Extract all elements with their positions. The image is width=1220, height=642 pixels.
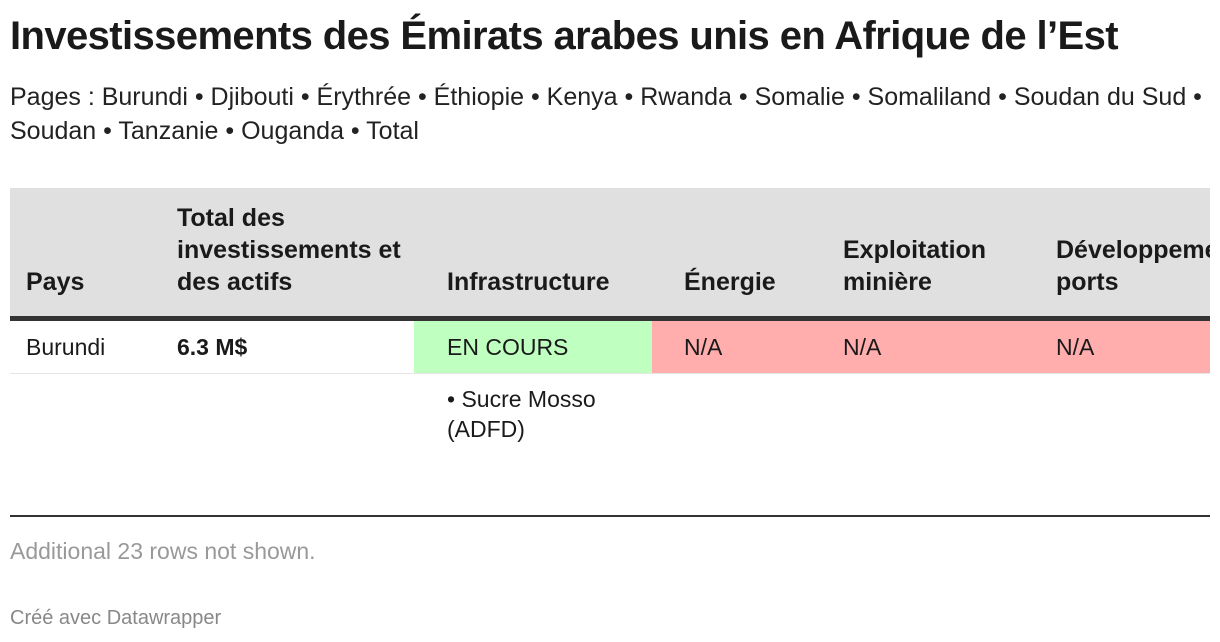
chart-title: Investissements des Émirats arabes unis … — [10, 14, 1119, 58]
table-row: Burundi 6.3 M$ EN COURS N/A N/A N/A — [10, 321, 1210, 374]
column-header-pays[interactable]: Pays — [26, 268, 85, 296]
pages-subtitle: Pages : Burundi • Djibouti • Érythrée • … — [10, 83, 1202, 145]
cell-infrastructure-status: EN COURS — [414, 321, 652, 373]
cell-total: 6.3 M$ — [177, 334, 248, 360]
column-header-infrastructure[interactable]: Infrastructure — [447, 268, 610, 296]
cell-ports-status: N/A — [1023, 321, 1210, 373]
cell-energie-status: N/A — [652, 321, 810, 373]
infrastructure-detail: • Sucre Mosso (ADFD) — [447, 386, 596, 442]
header-divider — [10, 316, 1210, 321]
cell-pays: Burundi — [26, 334, 106, 360]
investments-table: Pays Total des investissements et des ac… — [10, 188, 1210, 517]
column-header-ports[interactable]: Développement des ports — [1056, 236, 1210, 296]
table-header: Pays Total des investissements et des ac… — [10, 188, 1210, 316]
datawrapper-credit[interactable]: Créé avec Datawrapper — [10, 607, 222, 629]
cell-exploitation-status: N/A — [810, 321, 1023, 373]
column-header-energie[interactable]: Énergie — [684, 268, 776, 296]
rows-hidden-note: Additional 23 rows not shown. — [10, 538, 316, 564]
column-header-total[interactable]: Total des investissements et des actifs — [177, 204, 401, 296]
column-header-exploitation[interactable]: Exploitation minière — [843, 236, 987, 296]
